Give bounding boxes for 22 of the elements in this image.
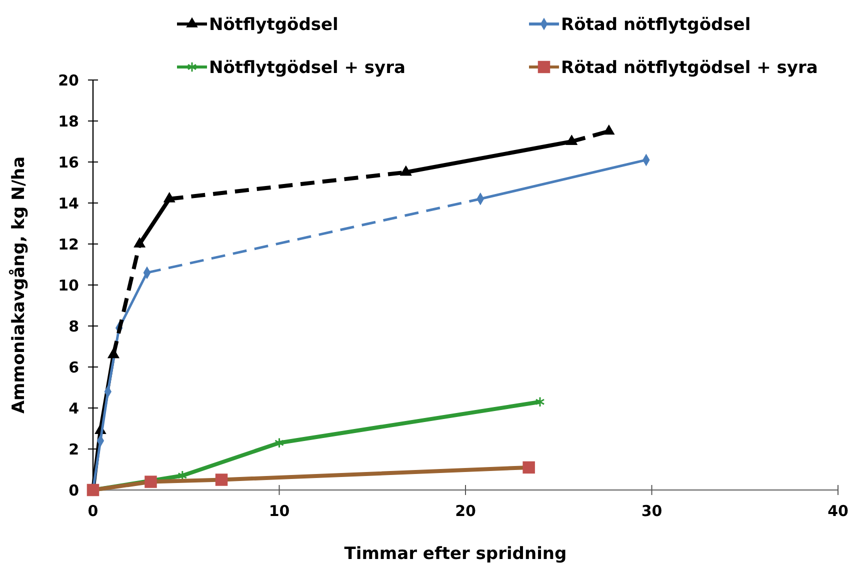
x-tick-label: 40 xyxy=(828,502,848,520)
legend-label: Nötflytgödsel + syra xyxy=(209,58,406,78)
y-tick-label: 0 xyxy=(68,481,79,500)
y-tick-label: 20 xyxy=(58,71,79,90)
x-tick-label: 30 xyxy=(641,502,662,520)
x-tick-label: 10 xyxy=(268,502,290,520)
y-tick-label: 16 xyxy=(58,153,79,172)
y-axis-title: Ammoniakavgång, kg N/ha xyxy=(8,156,29,414)
x-tick-label: 0 xyxy=(88,502,98,520)
y-tick-label: 8 xyxy=(68,317,79,336)
y-tick-label: 12 xyxy=(58,235,79,254)
y-tick-label: 2 xyxy=(68,440,79,458)
x-tick-label: 20 xyxy=(455,502,476,520)
legend-label: Rötad nötflytgödsel xyxy=(561,14,751,35)
x-axis-title: Timmar efter spridning xyxy=(344,544,567,564)
legend-label: Nötflytgödsel xyxy=(209,14,338,35)
y-tick-label: 14 xyxy=(58,194,79,212)
y-tick-label: 10 xyxy=(58,276,79,294)
y-tick-label: 6 xyxy=(68,358,79,376)
y-tick-label: 18 xyxy=(58,112,79,130)
y-tick-label: 4 xyxy=(68,399,79,418)
legend-label: Rötad nötflytgödsel + syra xyxy=(561,58,818,78)
